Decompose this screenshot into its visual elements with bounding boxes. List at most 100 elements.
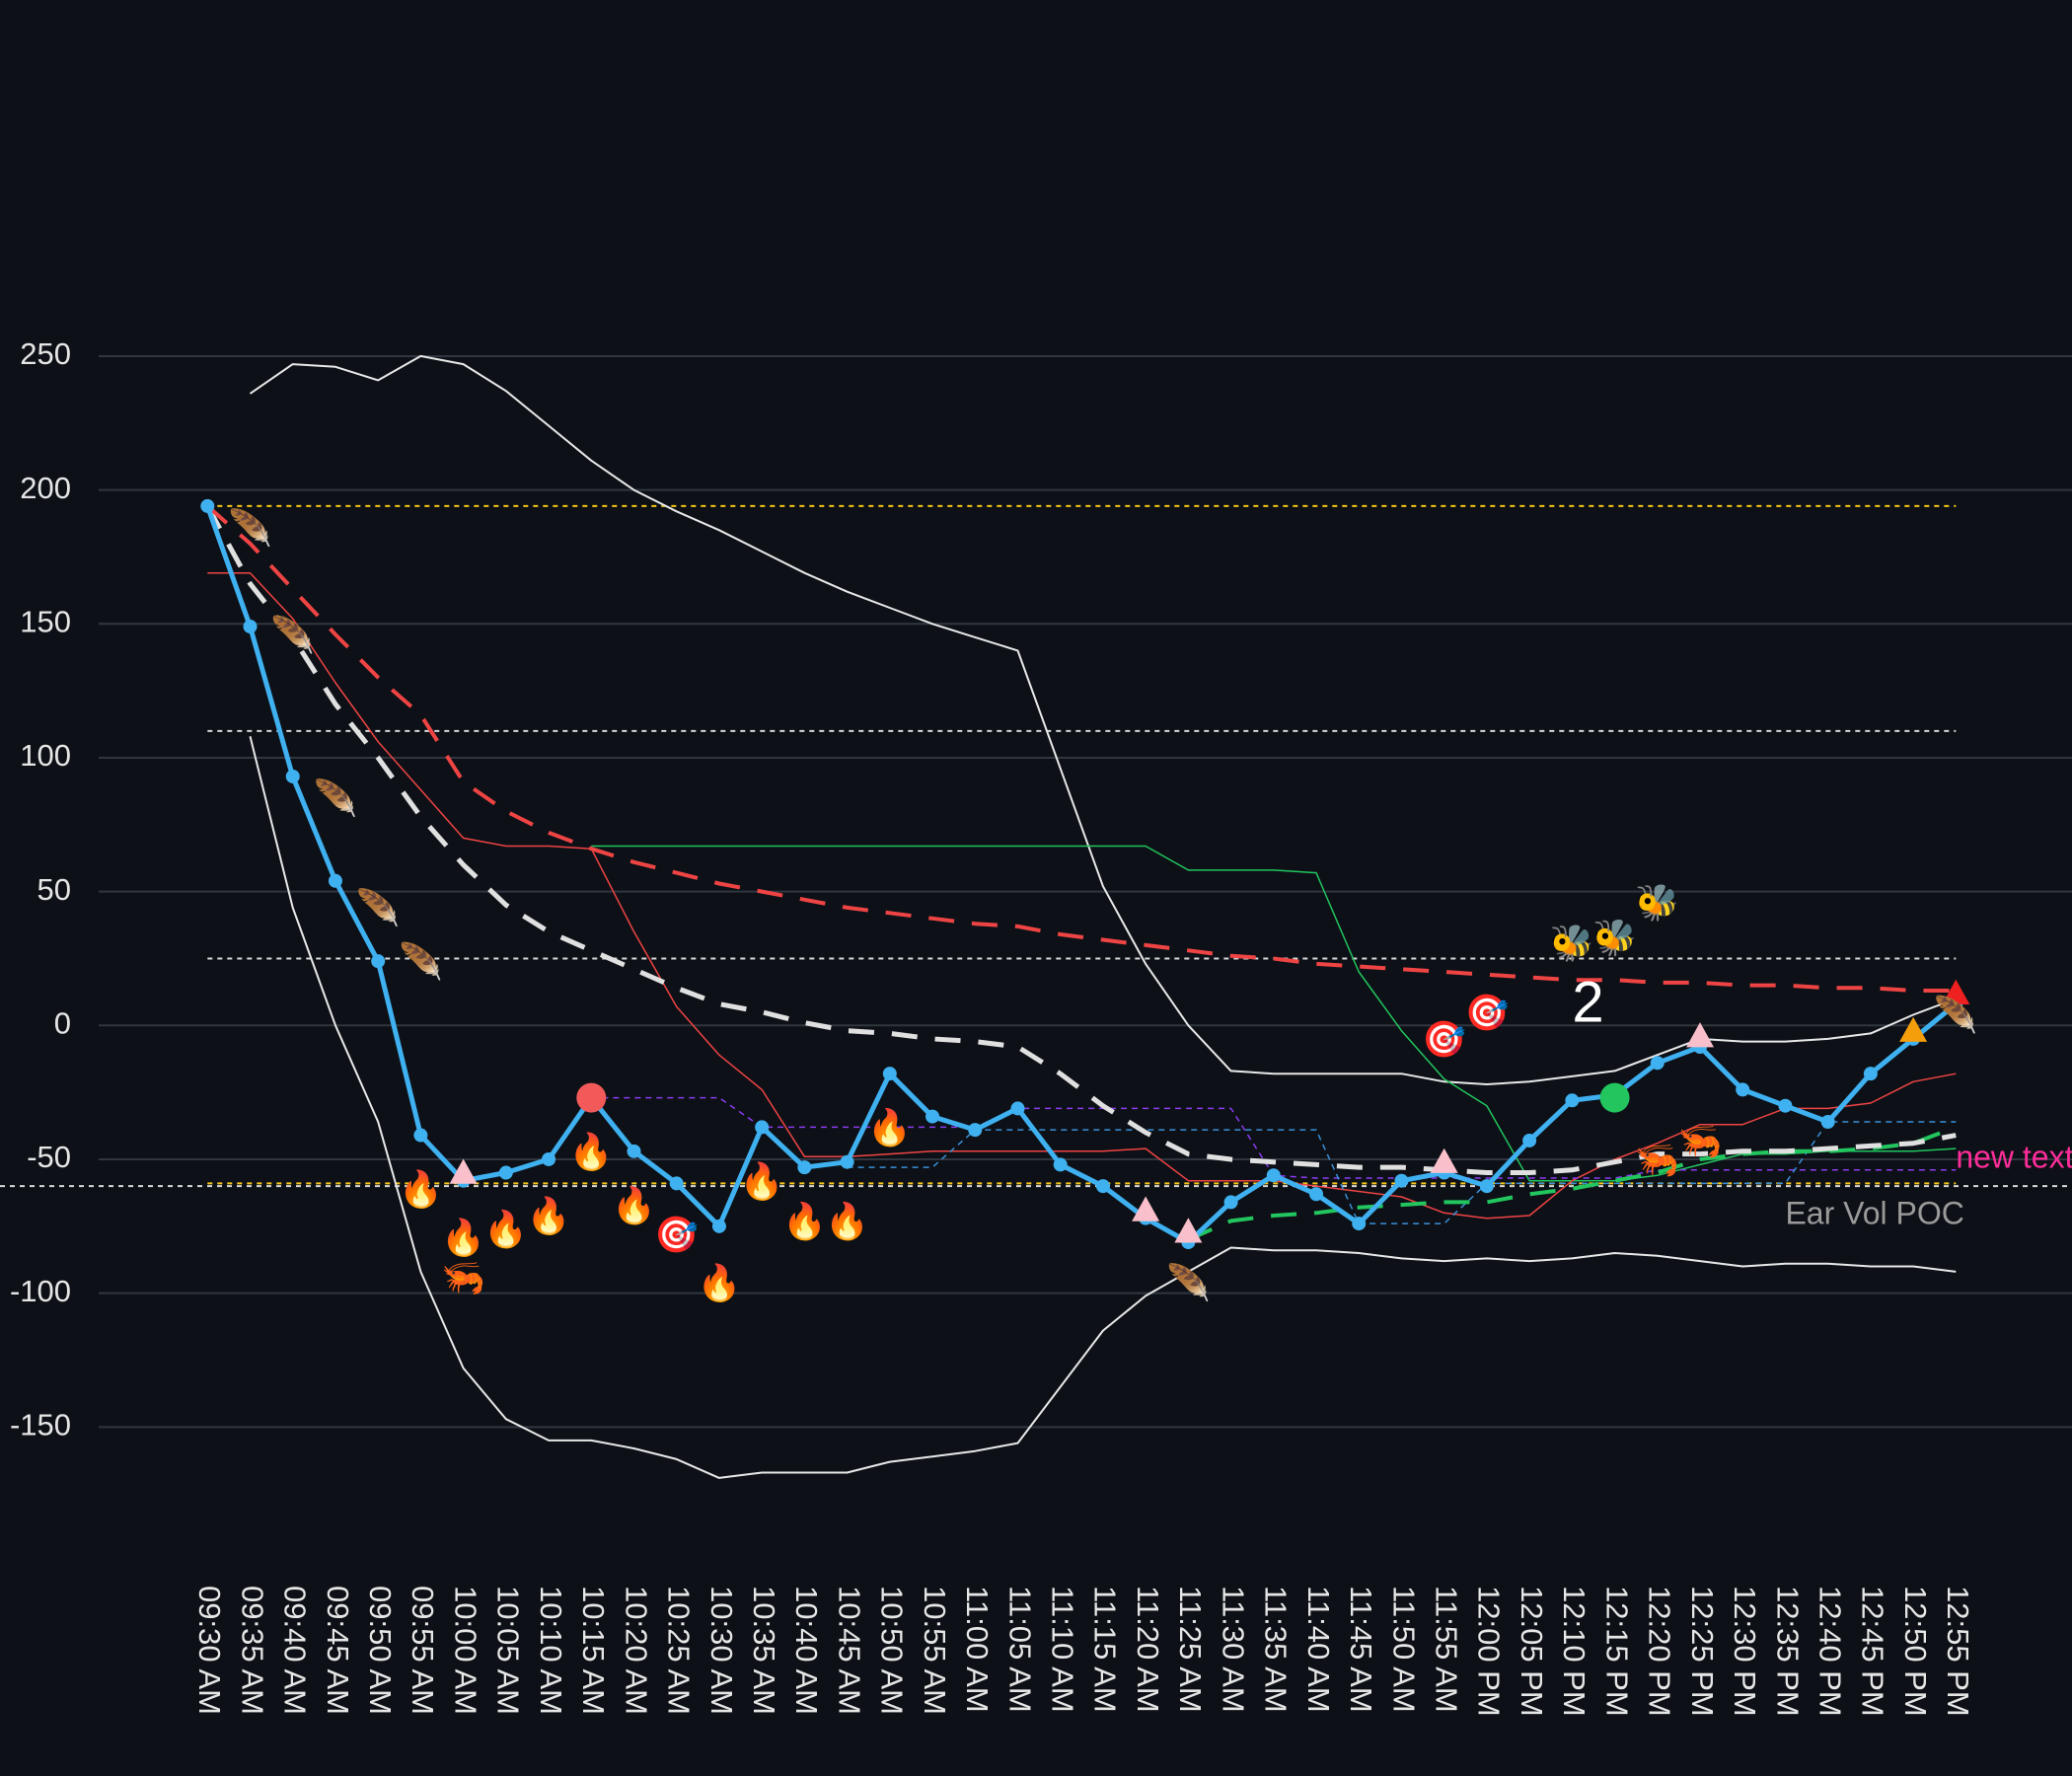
y-tick-label: 50 — [37, 872, 71, 907]
series-line — [249, 736, 1957, 1479]
emoji-marker: 🔥 — [527, 1196, 571, 1237]
emoji-marker: 🪶 — [399, 940, 443, 983]
x-tick-label: 10:05 AM — [491, 1586, 526, 1715]
data-point — [371, 954, 386, 969]
emoji-marker: 🔥 — [740, 1160, 784, 1202]
data-point — [542, 1151, 556, 1166]
data-point — [1394, 1173, 1409, 1188]
data-point — [669, 1176, 684, 1191]
data-point — [413, 1128, 428, 1143]
x-tick-label: 09:35 AM — [235, 1586, 269, 1715]
annotation: 2 — [1572, 971, 1603, 1035]
data-point — [755, 1120, 770, 1135]
series-line — [205, 504, 1957, 1175]
y-tick-label: 0 — [54, 1005, 71, 1040]
y-tick-label: 150 — [20, 604, 71, 638]
triangle-marker — [1686, 1022, 1714, 1048]
triangle-marker — [449, 1158, 478, 1184]
triangle-marker — [1430, 1147, 1458, 1173]
y-tick-label: -150 — [10, 1408, 71, 1443]
emoji-marker: 🐝 — [1592, 918, 1637, 958]
emoji-marker: 🪶 — [314, 777, 358, 819]
x-tick-label: 11:50 AM — [1386, 1586, 1421, 1713]
emoji-marker: 🔥 — [483, 1209, 528, 1250]
data-point — [328, 873, 342, 888]
data-point — [711, 1219, 726, 1233]
data-point — [968, 1123, 983, 1138]
data-point — [1778, 1098, 1793, 1113]
x-tick-label: 12:30 PM — [1728, 1586, 1762, 1717]
x-tick-label: 10:10 AM — [534, 1586, 568, 1715]
x-tick-label: 09:45 AM — [321, 1586, 355, 1715]
x-tick-label: 11:55 AM — [1429, 1586, 1463, 1713]
emoji-marker: 🔥 — [698, 1263, 742, 1304]
emoji-marker: 🔥 — [399, 1169, 443, 1211]
data-point — [243, 620, 258, 634]
x-tick-label: 09:40 AM — [278, 1586, 313, 1715]
data-point — [1820, 1114, 1835, 1129]
series-line — [1187, 1125, 1958, 1242]
emoji-marker: 🎯 — [1422, 1020, 1466, 1061]
emoji-marker: 🔥 — [612, 1185, 656, 1226]
x-tick-label: 10:30 AM — [704, 1586, 739, 1715]
event-dot — [576, 1082, 607, 1113]
emoji-marker: 🔥 — [825, 1201, 869, 1242]
x-tick-label: 12:05 PM — [1515, 1586, 1549, 1717]
x-tick-label: 12:40 PM — [1813, 1586, 1847, 1717]
x-tick-label: 12:15 PM — [1599, 1586, 1634, 1717]
emoji-marker: 🦐 — [1635, 1141, 1679, 1181]
x-tick-label: 11:25 AM — [1173, 1586, 1208, 1713]
emoji-marker: 🪶 — [270, 614, 315, 656]
x-tick-label: 11:20 AM — [1131, 1586, 1165, 1713]
x-tick-label: 12:00 PM — [1472, 1586, 1507, 1717]
x-tick-label: 11:15 AM — [1088, 1586, 1123, 1713]
emoji-marker: 🪶 — [1934, 994, 1978, 1036]
series-line — [207, 571, 1957, 1220]
y-tick-label: 200 — [20, 471, 71, 505]
x-tick-label: 10:45 AM — [832, 1586, 866, 1715]
triangle-marker — [1174, 1218, 1203, 1243]
x-tick-label: 09:50 AM — [363, 1586, 398, 1715]
y-tick-label: -50 — [27, 1140, 71, 1174]
x-tick-label: 12:25 PM — [1685, 1586, 1720, 1717]
data-point — [840, 1154, 854, 1169]
x-tick-label: 10:20 AM — [619, 1586, 653, 1715]
emoji-marker: 🪶 — [356, 887, 401, 929]
data-point — [1309, 1187, 1324, 1202]
x-tick-label: 10:40 AM — [789, 1586, 824, 1715]
data-point — [1095, 1179, 1110, 1194]
x-tick-label: 12:55 PM — [1941, 1586, 1975, 1717]
emoji-marker: 🐝 — [1635, 883, 1679, 924]
emoji-marker: 🎯 — [1464, 993, 1509, 1033]
data-point — [1565, 1093, 1580, 1108]
triangle-marker — [1132, 1196, 1160, 1221]
x-tick-label: 10:55 AM — [918, 1586, 952, 1715]
x-tick-label: 10:00 AM — [448, 1586, 482, 1715]
x-tick-label: 12:10 PM — [1557, 1586, 1591, 1717]
x-tick-label: 11:05 AM — [1002, 1586, 1037, 1713]
x-tick-label: 11:45 AM — [1344, 1586, 1378, 1713]
x-tick-label: 10:35 AM — [747, 1586, 781, 1715]
data-point — [1522, 1133, 1537, 1147]
series-line — [204, 505, 1958, 1245]
data-point — [1053, 1157, 1068, 1172]
x-tick-label: 10:15 AM — [576, 1586, 611, 1715]
x-tick-label: 11:10 AM — [1046, 1586, 1080, 1713]
emoji-marker: 🐝 — [1550, 924, 1594, 964]
emoji-marker: 🪶 — [1166, 1262, 1211, 1304]
emoji-marker: 🦐 — [441, 1258, 485, 1298]
x-tick-label: 09:55 AM — [406, 1586, 440, 1715]
emoji-marker: 🔥 — [867, 1107, 912, 1148]
series-line — [591, 845, 1957, 1182]
data-point — [200, 498, 215, 513]
emoji-marker: 🎯 — [654, 1216, 699, 1256]
x-tick-label: 11:00 AM — [960, 1586, 995, 1713]
annotation: Ear Vol POC — [1785, 1195, 1963, 1230]
x-tick-label: 11:30 AM — [1216, 1586, 1250, 1713]
y-tick-label: -100 — [10, 1274, 71, 1308]
data-point — [1479, 1179, 1494, 1194]
data-point — [1223, 1195, 1238, 1210]
triangle-marker — [1942, 979, 1970, 1004]
data-point — [1736, 1082, 1750, 1097]
